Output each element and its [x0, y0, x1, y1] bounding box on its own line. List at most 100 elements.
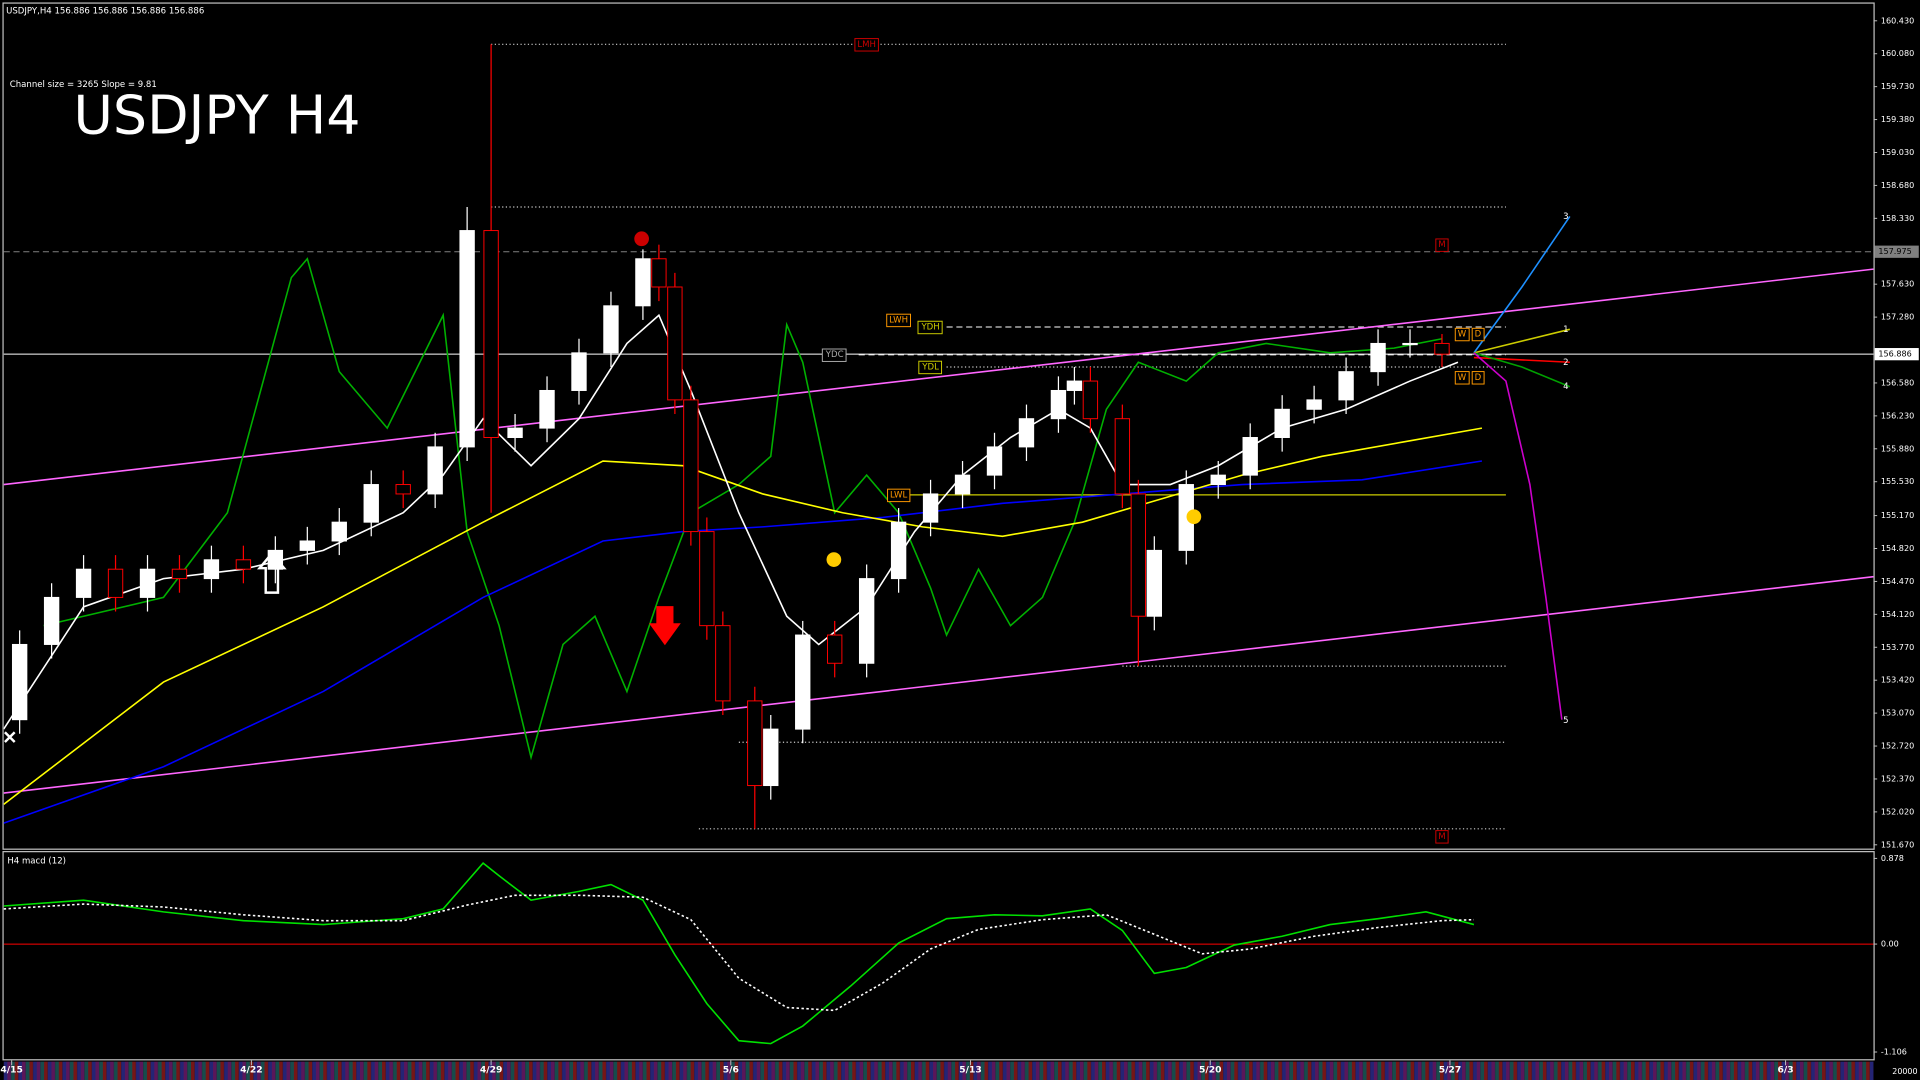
line	[1473, 328, 1571, 354]
channel-info: Channel size = 3265 Slope = 9.81	[10, 80, 157, 90]
y-tick-label: 156.230	[1881, 410, 1914, 420]
candle-body	[11, 643, 28, 721]
x-tick-label: 4/15	[0, 1065, 23, 1076]
annotation: D	[1475, 330, 1482, 340]
main-plot	[3, 43, 1874, 830]
y-tick-label: 157.280	[1881, 312, 1914, 322]
y-tick-label: 159.030	[1881, 147, 1914, 157]
annotation-box	[886, 313, 912, 328]
candle-body	[1082, 380, 1099, 420]
line	[3, 894, 1474, 1012]
candle-body	[890, 521, 907, 580]
candle-body	[1114, 418, 1131, 495]
footer-value: 20000	[1892, 1067, 1917, 1076]
candle-body	[954, 474, 971, 495]
y-tick-label: 154.120	[1881, 609, 1914, 619]
candle-body	[363, 484, 379, 523]
candle-body	[539, 389, 555, 429]
x-tick-label: 4/29	[480, 1065, 503, 1076]
candle-body	[571, 352, 587, 391]
x-tick-label: 5/27	[1439, 1065, 1462, 1076]
macd-frame	[2, 851, 1875, 1061]
candle-body	[1210, 474, 1226, 486]
x-tick-label: 5/20	[1199, 1065, 1222, 1076]
y-tick-label: 153.070	[1881, 708, 1914, 718]
annotation: LMH	[857, 40, 876, 50]
candle-body	[763, 728, 779, 787]
annotation-box	[887, 488, 911, 503]
annotation: W	[1458, 330, 1467, 340]
cross-icon	[4, 731, 16, 743]
y-tick-label: 0.00	[1881, 939, 1899, 949]
annotation: D	[1475, 373, 1482, 383]
annotation: 2	[1563, 358, 1568, 368]
candle-body	[1018, 418, 1035, 448]
annotation-box	[1471, 371, 1485, 385]
header: USDJPY,H4 156.886 156.886 156.886 156.88…	[6, 7, 204, 17]
candle-body	[483, 230, 499, 438]
candle-body	[235, 559, 252, 570]
y-tick-label: 158.680	[1881, 180, 1914, 190]
y-tick-label: 156.580	[1881, 377, 1914, 387]
candle-body	[267, 549, 284, 570]
candle-body	[699, 531, 715, 627]
annotation: LWH	[889, 315, 908, 325]
candle-body	[507, 427, 523, 438]
y-tick-label: 155.170	[1881, 510, 1914, 520]
signal-icons	[4, 231, 1202, 743]
x-tick-label: 6/3	[1778, 1065, 1794, 1076]
candle-body	[107, 568, 124, 598]
price-box	[1874, 348, 1919, 361]
annotation: 3	[1563, 212, 1568, 222]
y-tick-label: 158.330	[1881, 213, 1914, 223]
y-tick-label: 154.820	[1881, 543, 1914, 553]
candle-body	[1370, 342, 1386, 373]
line	[1473, 216, 1571, 354]
annotation-box	[1435, 830, 1449, 844]
candle-body	[683, 399, 699, 533]
y-tick-label: -1.106	[1881, 1047, 1907, 1057]
candle-body	[299, 540, 315, 551]
annotation: YDH	[920, 322, 939, 332]
candle-body	[1066, 380, 1083, 391]
candle-body	[1338, 371, 1354, 401]
y-tick-label: 154.470	[1881, 576, 1914, 586]
candle-body	[1434, 342, 1450, 355]
line	[3, 268, 1874, 486]
y-tick-label: 159.380	[1881, 114, 1914, 124]
candle-body	[1146, 549, 1162, 617]
y-tick-label: 151.670	[1881, 839, 1914, 849]
y-tick-label: 159.730	[1881, 81, 1914, 91]
annotation: 5	[1563, 716, 1568, 726]
y-tick-label: 0.878	[1881, 853, 1904, 863]
annotation-box	[917, 320, 943, 335]
candle-body	[795, 634, 811, 730]
x-tick-label: 5/13	[959, 1065, 982, 1076]
annotation: YDC	[825, 350, 844, 360]
annotation: M	[1438, 832, 1445, 842]
candle-body	[203, 559, 220, 580]
candle-body	[1130, 493, 1147, 617]
main-frame	[2, 2, 1875, 850]
candle-body	[331, 521, 347, 542]
line	[43, 257, 1443, 761]
annotation-box	[918, 360, 943, 375]
annotation-box	[1435, 238, 1449, 252]
chart-title: USDJPY H4	[73, 83, 360, 146]
candle-body	[43, 596, 60, 645]
x-tick-label: 4/22	[240, 1065, 263, 1076]
annotation-box	[1454, 327, 1470, 342]
annotation: M	[1438, 240, 1445, 250]
y-tick-label: 155.530	[1881, 476, 1914, 486]
candle-body	[1402, 342, 1418, 346]
annotation: YDL	[921, 362, 939, 372]
annotation-box	[1471, 327, 1485, 342]
annotation-box	[821, 348, 847, 362]
candle-body	[827, 634, 843, 664]
candle-body	[1274, 408, 1290, 438]
candle-body	[395, 484, 411, 495]
y-tick-label: 153.420	[1881, 675, 1914, 685]
